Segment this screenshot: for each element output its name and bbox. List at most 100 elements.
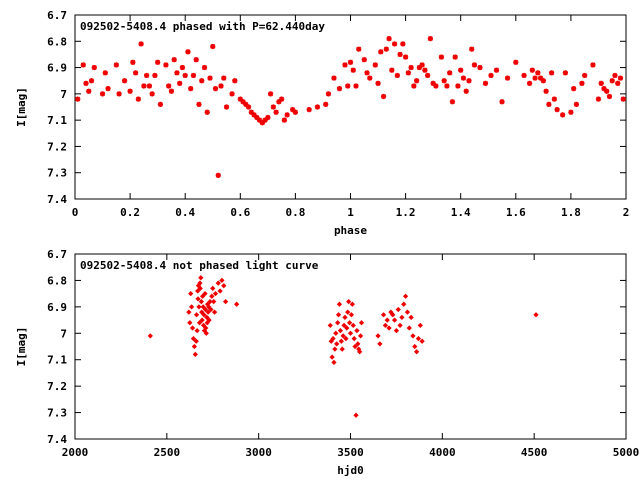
unphased-data-point [390, 312, 396, 318]
phased-y-tick-label: 7.4 [47, 193, 67, 206]
unphased-data-point [353, 412, 359, 418]
unphased-data-point [197, 285, 203, 291]
unphased-data-point [209, 293, 215, 299]
phased-data-point [513, 59, 519, 65]
phased-data-point [477, 64, 483, 71]
phased-data-point [215, 172, 221, 178]
unphased-x-tick-label: 2500 [154, 446, 181, 459]
unphased-data-point [190, 335, 197, 342]
phased-data-point [179, 64, 186, 71]
phased-data-point [598, 80, 604, 86]
unphased-data-point [338, 338, 344, 344]
phased-data-point [188, 86, 194, 92]
phased-data-point [411, 83, 417, 89]
unphased-data-point [200, 293, 206, 299]
phased-data-point [323, 101, 329, 107]
unphased-data-point [189, 325, 196, 331]
phased-data-point [367, 75, 373, 81]
unphased-data-point [413, 349, 420, 355]
phased-x-tick-label: 0.6 [230, 206, 250, 219]
phased-data-point [102, 70, 108, 76]
phased-y-tick-label: 7.3 [47, 167, 67, 180]
phased-data-point [336, 86, 343, 92]
unphased-y-tick-label: 6.9 [47, 301, 67, 314]
phased-data-point [353, 83, 359, 89]
unphased-data-point [358, 320, 365, 326]
phased-data-point [306, 107, 312, 113]
unphased-data-point [187, 320, 193, 326]
unphased-data-point [221, 283, 227, 289]
phased-data-point [601, 86, 607, 92]
phased-data-point [438, 54, 445, 60]
phased-data-point [444, 83, 450, 89]
phased-data-point [471, 62, 478, 68]
phased-data-point [416, 64, 422, 71]
unphased-data-point [350, 322, 356, 328]
phased-data-point [259, 120, 265, 126]
phased-x-axis: 0 0.2 0.4 0.6 0.8 1 1.2 1.4 1.6 1.8 2 [72, 15, 629, 219]
phased-data-point [116, 91, 122, 97]
phased-y-tick-label: 7.2 [47, 140, 67, 153]
phased-data-point [537, 75, 544, 81]
phased-data-point [422, 67, 428, 73]
unphased-data-point [342, 314, 348, 321]
phased-data-point [469, 46, 475, 52]
phased-data-point [279, 96, 285, 102]
phased-data-point [419, 62, 425, 68]
phased-data-point [204, 109, 210, 115]
phased-data-point [292, 109, 298, 115]
unphased-x-tick-label: 3500 [337, 446, 364, 459]
phased-x-axis-label: phase [334, 224, 367, 237]
phased-data-point [185, 49, 191, 55]
phased-data-point [546, 101, 552, 107]
unphased-data-point [234, 301, 240, 307]
unphased-data-point [219, 277, 225, 284]
unphased-data-point [217, 288, 223, 294]
phased-data-point [347, 59, 354, 65]
phased-data-point [573, 101, 580, 107]
unphased-data-point [200, 304, 206, 310]
phased-data-point [281, 117, 287, 123]
unphased-x-axis: 2000 2500 3000 3500 4000 4500 5000 [62, 254, 639, 459]
unphased-data-point [195, 288, 201, 294]
phased-data-point [221, 75, 227, 81]
unphased-data-point [399, 314, 405, 321]
phased-data-point [325, 91, 332, 97]
phased-data-point [447, 70, 453, 76]
unphased-data-point [382, 322, 389, 328]
phased-data-point [138, 41, 144, 47]
unphased-data-point [198, 298, 204, 305]
unphased-y-tick-label: 7.3 [47, 407, 67, 420]
phased-y-tick-label: 7 [60, 88, 67, 101]
phased-data-point [615, 80, 621, 86]
unphased-data-point [401, 301, 407, 307]
unphased-data-point [336, 301, 343, 307]
unphased-data-point [194, 328, 200, 334]
unphased-light-curve-panel: 6.7 6.8 6.9 7 7.1 7.2 7.3 7.4 2000 2500 3000 3500 4… [15, 248, 639, 477]
phased-data-point [127, 88, 133, 94]
phased-data-point [133, 70, 139, 76]
unphased-data-point [377, 341, 383, 347]
unphased-data-point [330, 335, 336, 342]
phased-y-axis: 6.7 6.8 6.9 7 7.1 7.2 7.3 7.4 [47, 9, 626, 206]
phased-data-point [433, 83, 439, 89]
phased-data-point [526, 80, 533, 86]
phased-data-point [391, 41, 398, 47]
phased-data-point [177, 80, 183, 86]
unphased-data-point [203, 325, 209, 331]
unphased-data-point [196, 320, 203, 326]
unphased-data-point [417, 322, 423, 328]
unphased-data-point [415, 335, 422, 342]
unphased-x-tick-label: 4000 [429, 446, 456, 459]
unphased-data-point [334, 341, 340, 347]
phased-y-axis-label: I[mag] [15, 87, 28, 127]
phased-light-curve-panel: 6.7 6.8 6.9 7 7.1 7.2 7.3 7.4 0 0.2 0.4 0.6 0.8 1 1.2… [15, 9, 629, 237]
unphased-y-tick-label: 6.8 [47, 274, 67, 287]
unphased-data-point [211, 309, 218, 315]
unphased-data-points [147, 275, 539, 418]
unphased-data-point [210, 285, 216, 291]
phased-data-point [345, 83, 351, 89]
phased-data-point [568, 109, 574, 115]
